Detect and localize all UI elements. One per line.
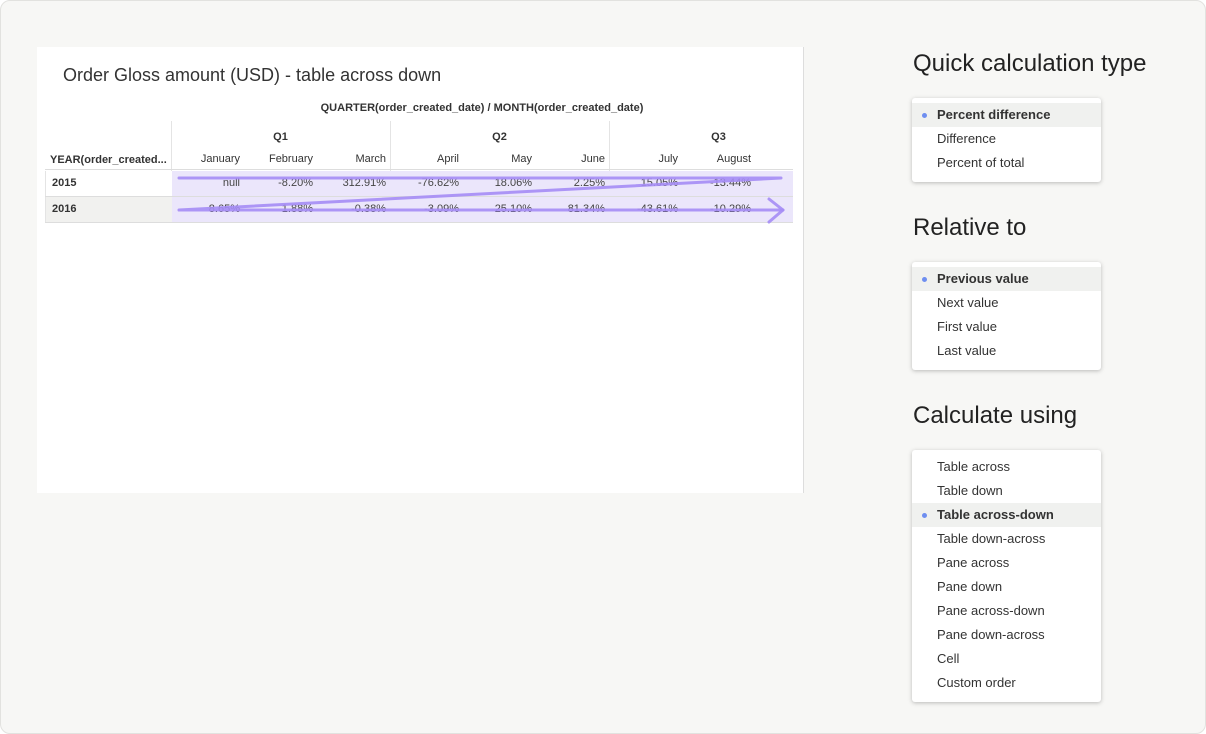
row-label-cell bbox=[45, 197, 172, 222]
month-header: April bbox=[436, 153, 459, 165]
panel-title: Calculate using bbox=[913, 402, 1078, 429]
option[interactable]: Next value bbox=[937, 295, 999, 310]
table-title: Order Gloss amount (USD) - table across … bbox=[63, 65, 442, 85]
option-list: Table across Table down Table across-down T… bbox=[912, 450, 1101, 702]
quarter-header: Q1 bbox=[273, 131, 288, 143]
value-cell: null bbox=[222, 177, 240, 189]
row-label-cell bbox=[45, 171, 172, 196]
year-label: 2015 bbox=[52, 177, 77, 189]
panel-title: Relative to bbox=[913, 214, 1027, 241]
option[interactable]: Pane down-across bbox=[937, 627, 1045, 642]
column-header: QUARTER(order_created_date) / MONTH(orde… bbox=[320, 102, 644, 114]
direction-arrow bbox=[177, 176, 785, 224]
divider bbox=[45, 169, 793, 170]
month-header: July bbox=[658, 153, 678, 165]
option[interactable]: Percent difference bbox=[912, 103, 1101, 127]
divider bbox=[390, 121, 391, 171]
month-header: May bbox=[511, 153, 532, 165]
panel-title: Quick calculation type bbox=[913, 50, 1147, 77]
option[interactable]: Table down-across bbox=[937, 531, 1046, 546]
value-cell: -8.20% bbox=[278, 177, 313, 189]
option[interactable]: Pane down bbox=[937, 579, 1003, 594]
month-header: January bbox=[200, 153, 240, 165]
month-header: August bbox=[716, 153, 751, 165]
option-list: Previous value Next value First value Last … bbox=[912, 262, 1101, 370]
row-header: YEAR(order_created... bbox=[50, 154, 167, 166]
month-header: June bbox=[581, 153, 605, 165]
table: QUARTER(order_created_date) / MONTH(orde… bbox=[37, 47, 793, 493]
option[interactable]: Table across bbox=[937, 459, 1010, 474]
table-card: Order Gloss amount (USD) - table across … bbox=[37, 47, 804, 493]
option[interactable]: Pane across-down bbox=[937, 603, 1045, 618]
option[interactable]: First value bbox=[937, 319, 997, 334]
month-header: February bbox=[268, 153, 313, 165]
divider bbox=[171, 121, 172, 171]
value-cell: 2.25% bbox=[573, 177, 605, 189]
value-cell: -76.62% bbox=[418, 177, 459, 189]
divider bbox=[45, 222, 793, 223]
option[interactable]: Table across-down bbox=[912, 503, 1101, 527]
divider bbox=[609, 121, 610, 171]
option[interactable]: Last value bbox=[937, 343, 997, 358]
month-header: March bbox=[355, 153, 386, 165]
option[interactable]: Percent of total bbox=[937, 155, 1025, 170]
quarter-header: Q2 bbox=[492, 131, 507, 143]
value-cell: 18.06% bbox=[494, 177, 532, 189]
option[interactable]: Table down bbox=[937, 483, 1003, 498]
quarter-header: Q3 bbox=[711, 131, 726, 143]
value-cell: 312.91% bbox=[342, 177, 386, 189]
option[interactable]: Difference bbox=[937, 131, 997, 146]
option[interactable]: Previous value bbox=[912, 267, 1101, 291]
year-label: 2016 bbox=[52, 203, 77, 215]
option[interactable]: Pane across bbox=[937, 555, 1010, 570]
option-list: Percent difference Difference Percent of t… bbox=[912, 98, 1101, 182]
option[interactable]: Cell bbox=[937, 651, 960, 666]
option[interactable]: Custom order bbox=[937, 675, 1016, 690]
